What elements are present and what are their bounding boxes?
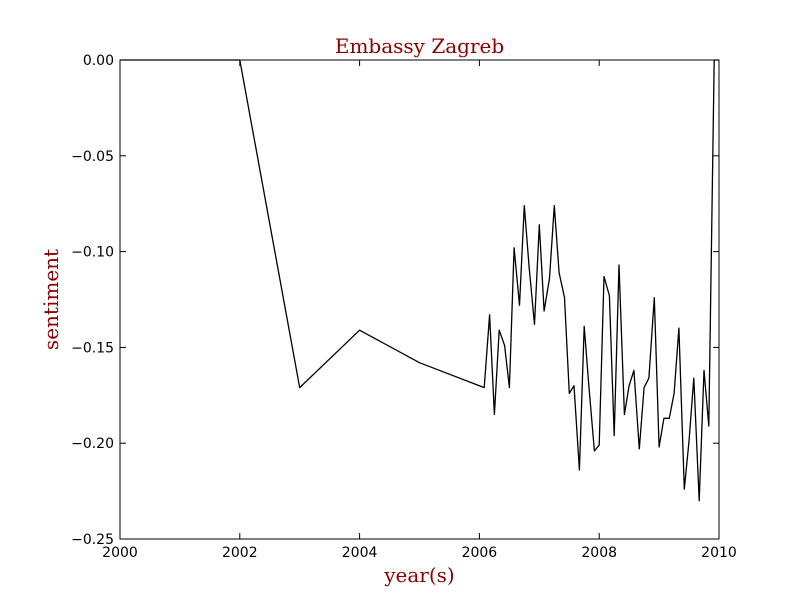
x-tick-label: 2008 xyxy=(581,545,617,561)
y-tick-label: −0.15 xyxy=(71,340,114,356)
y-tick-label: 0.00 xyxy=(83,53,114,69)
y-axis-label: sentiment xyxy=(39,249,63,350)
series-line xyxy=(120,59,719,502)
x-axis-label: year(s) xyxy=(383,563,455,587)
axis-ticks: 2000 2002 2004 2006 2008 2010 0.00 −0.05 −0.10 −0… xyxy=(71,53,737,561)
x-tick-label: 2006 xyxy=(462,545,498,561)
plot-frame xyxy=(119,59,720,540)
x-tick-label: 2002 xyxy=(222,545,258,561)
x-tick-label: 2004 xyxy=(342,545,378,561)
series-layer xyxy=(120,59,719,502)
x-tick-label: 2010 xyxy=(701,545,737,561)
y-tick-label: −0.25 xyxy=(71,532,114,548)
x-tick-label: 2000 xyxy=(102,545,138,561)
y-tick-label: −0.20 xyxy=(71,436,114,452)
y-tick-label: −0.05 xyxy=(71,149,114,165)
chart-title: Embassy Zagreb xyxy=(335,34,504,58)
y-tick-label: −0.10 xyxy=(71,245,114,261)
